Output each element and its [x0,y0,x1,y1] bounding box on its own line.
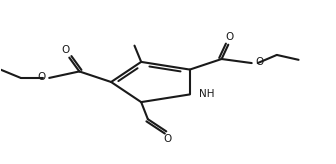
Text: O: O [256,57,264,67]
Text: O: O [226,32,234,42]
Text: O: O [37,72,45,82]
Text: O: O [61,45,70,55]
Text: NH: NH [199,89,215,99]
Text: O: O [163,134,171,144]
